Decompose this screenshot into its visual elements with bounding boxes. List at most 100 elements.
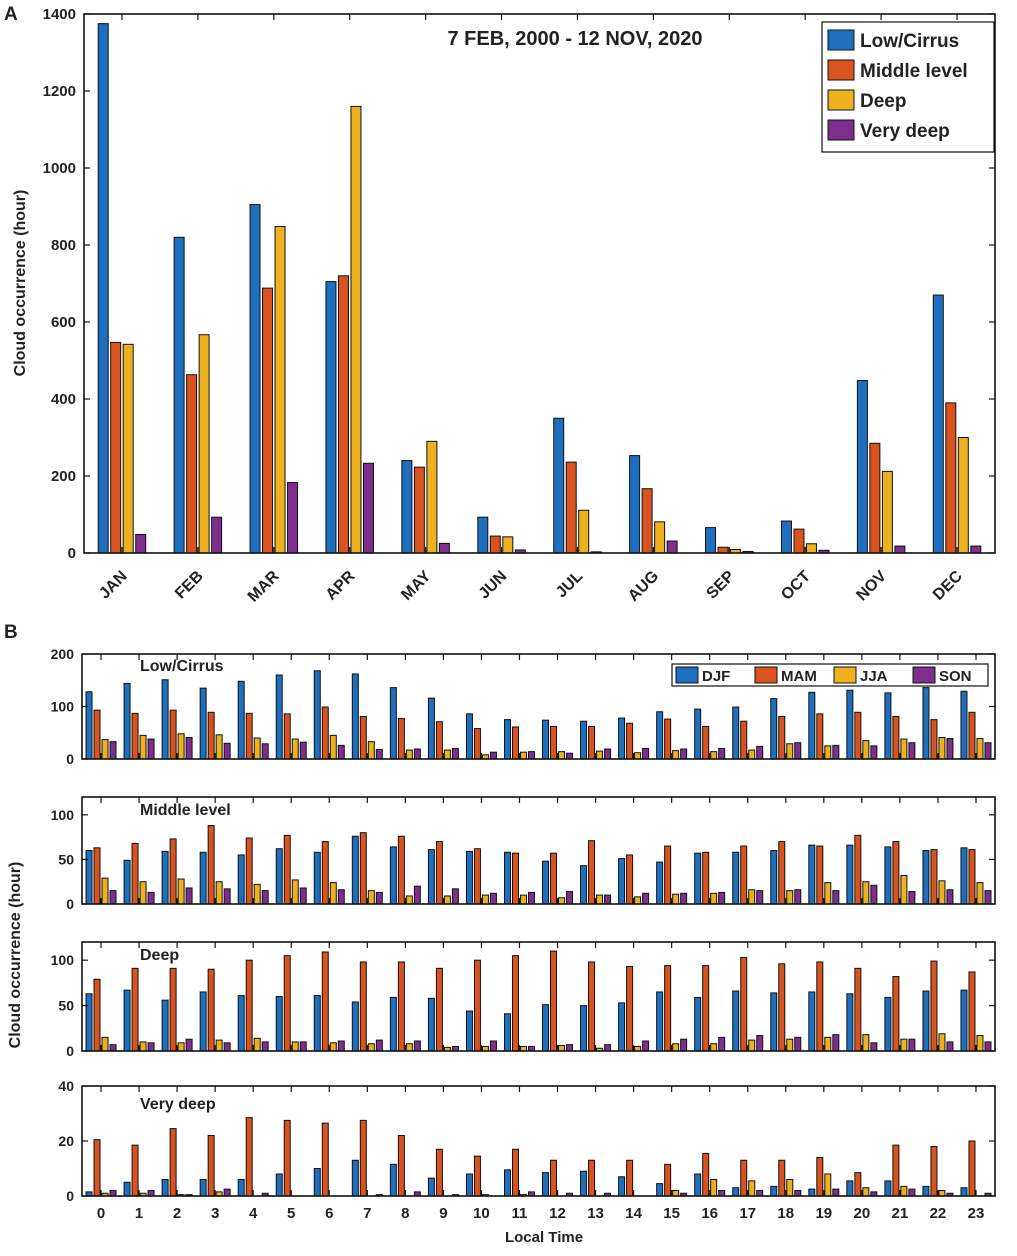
bar-low-cirrus-NOV — [856, 380, 868, 554]
bar-low-cirrus-MAY — [401, 460, 413, 554]
bar-mam-19 — [816, 961, 824, 1052]
bar-jja-1 — [139, 734, 147, 760]
bar-djf-11 — [503, 719, 511, 760]
bar-low-cirrus-JUL — [553, 417, 565, 554]
bar-mam-16 — [702, 1152, 710, 1197]
bar-mam-23 — [968, 971, 976, 1052]
bar-djf-22 — [922, 1185, 930, 1197]
bar-mam-12 — [550, 950, 558, 1052]
bar-jja-9 — [443, 895, 451, 905]
bar-son-0 — [109, 1190, 117, 1197]
x-tick-label: 6 — [325, 1205, 333, 1222]
bar-son-2 — [185, 736, 193, 760]
bar-mam-1 — [131, 712, 139, 760]
bar-mam-20 — [854, 834, 862, 905]
bar-son-1 — [147, 1042, 155, 1052]
x-tick-label: 4 — [249, 1205, 258, 1222]
bar-mam-17 — [740, 720, 748, 760]
bar-son-20 — [870, 1042, 878, 1052]
bar-son-9 — [451, 888, 459, 905]
y-tick-label: 0 — [68, 545, 76, 562]
bar-son-12 — [566, 891, 574, 905]
bar-jja-19 — [824, 882, 832, 905]
legend-swatch — [754, 666, 778, 684]
bar-djf-12 — [542, 719, 550, 760]
x-tick-label: JUN — [476, 568, 511, 603]
bar-son-15 — [680, 1038, 688, 1052]
bar-middle-level-JUL — [565, 461, 577, 554]
x-tick-label: 21 — [892, 1205, 909, 1222]
bar-mam-15 — [664, 1163, 672, 1197]
bar-son-6 — [337, 889, 345, 905]
bar-deep-NOV — [881, 470, 893, 554]
bar-mam-14 — [626, 854, 634, 905]
bar-jja-4 — [253, 1037, 261, 1052]
bar-djf-19 — [808, 844, 816, 905]
bar-mam-23 — [968, 711, 976, 760]
bar-djf-1 — [123, 1181, 131, 1197]
x-tick-label: 23 — [968, 1205, 985, 1222]
bar-jja-17 — [748, 889, 756, 905]
bar-mam-11 — [511, 1148, 519, 1197]
bar-deep-MAY — [426, 440, 438, 554]
bar-mam-4 — [245, 837, 253, 905]
x-tick-label: 10 — [473, 1205, 490, 1222]
bar-djf-2 — [161, 850, 169, 905]
bar-mam-0 — [93, 847, 101, 905]
bar-jja-12 — [558, 751, 566, 760]
x-tick-label: 14 — [625, 1205, 642, 1222]
bar-mam-16 — [702, 725, 710, 760]
bar-mam-11 — [511, 955, 519, 1052]
legend-label: Middle level — [860, 61, 968, 82]
bar-jja-23 — [976, 1035, 984, 1052]
x-tick-label: 0 — [97, 1205, 105, 1222]
bar-djf-16 — [694, 708, 702, 760]
bar-low-cirrus-SEP — [705, 527, 717, 554]
bar-mam-15 — [664, 965, 672, 1052]
bar-middle-level-MAY — [413, 466, 425, 554]
bar-son-7 — [375, 749, 383, 760]
bar-djf-15 — [656, 861, 664, 905]
bar-son-13 — [604, 748, 612, 760]
bar-mam-17 — [740, 1159, 748, 1197]
bar-son-21 — [908, 1188, 916, 1197]
x-tick-label: AUG — [625, 568, 662, 605]
bar-son-10 — [489, 751, 497, 760]
bar-mam-12 — [550, 725, 558, 760]
bar-djf-10 — [465, 1173, 473, 1197]
bar-jja-4 — [253, 883, 261, 905]
bar-mam-3 — [207, 1135, 215, 1197]
bar-jja-17 — [748, 1039, 756, 1052]
bar-jja-0 — [101, 877, 109, 905]
bar-djf-5 — [275, 1173, 283, 1197]
bar-son-6 — [337, 1040, 345, 1052]
bar-mam-8 — [397, 835, 405, 905]
bar-mam-14 — [626, 1159, 634, 1197]
bar-djf-20 — [846, 689, 854, 760]
bar-jja-18 — [786, 743, 794, 760]
bar-jja-6 — [329, 1042, 337, 1052]
bar-jja-23 — [976, 738, 984, 760]
bar-mam-19 — [816, 845, 824, 905]
bar-djf-12 — [542, 1172, 550, 1197]
bar-son-1 — [147, 1190, 155, 1197]
legend-swatch — [827, 29, 855, 51]
bar-deep-MAR — [274, 226, 286, 554]
bar-jja-23 — [976, 882, 984, 905]
bar-mam-12 — [550, 1159, 558, 1197]
bar-jja-17 — [748, 1180, 756, 1197]
bar-mam-18 — [778, 715, 786, 760]
bar-mam-23 — [968, 849, 976, 905]
bar-son-3 — [223, 888, 231, 905]
x-tick-label: MAR — [245, 567, 283, 605]
bar-djf-1 — [123, 682, 131, 760]
bar-jja-6 — [329, 882, 337, 905]
bar-son-5 — [299, 887, 307, 905]
bar-jja-5 — [291, 879, 299, 905]
bar-djf-3 — [199, 991, 207, 1052]
bar-mam-3 — [207, 825, 215, 905]
bar-jja-2 — [177, 733, 185, 760]
bar-middle-level-AUG — [641, 488, 653, 554]
bar-mam-6 — [321, 841, 329, 905]
bar-jja-20 — [862, 740, 870, 760]
